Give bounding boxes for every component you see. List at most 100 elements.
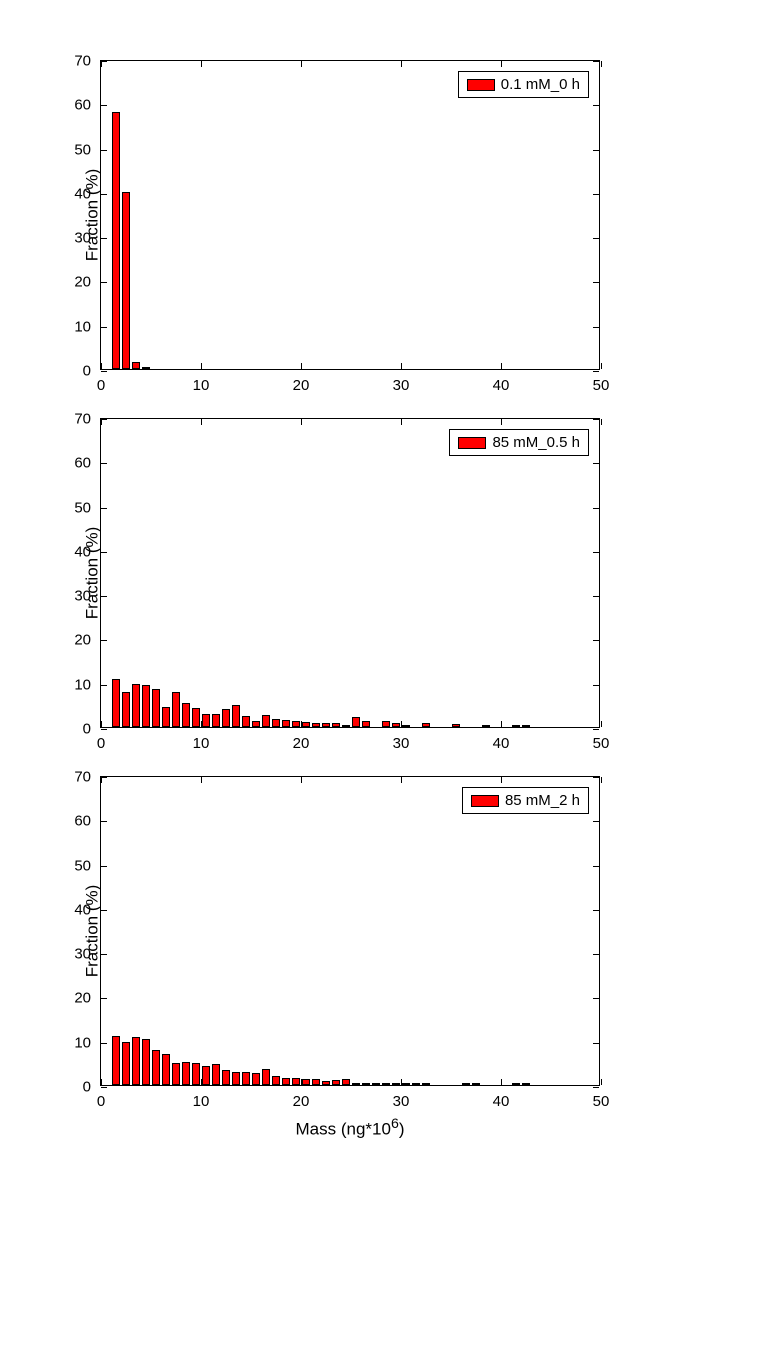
histogram-bar <box>312 1079 321 1085</box>
legend-label: 85 mM_0.5 h <box>492 434 580 451</box>
histogram-bar <box>112 1036 121 1085</box>
plot-area: 01020304050010203040506070Fraction (%)85… <box>100 418 600 728</box>
y-tick-label: 70 <box>74 411 101 428</box>
histogram-bar <box>362 1083 371 1085</box>
y-tick-label: 20 <box>74 990 101 1007</box>
histogram-bar <box>152 1050 161 1085</box>
x-tick-label: 40 <box>493 1085 510 1110</box>
histogram-bar <box>262 715 271 727</box>
y-tick-label: 50 <box>74 857 101 874</box>
histogram-bar <box>412 1083 421 1085</box>
x-tick-label: 20 <box>293 727 310 752</box>
histogram-bar <box>322 1081 331 1085</box>
histogram-bar <box>232 705 241 727</box>
histogram-bar <box>512 1083 521 1085</box>
y-tick-label: 50 <box>74 499 101 516</box>
histogram-bar <box>242 716 251 727</box>
histogram-bar <box>472 1083 481 1085</box>
y-tick-label: 60 <box>74 813 101 830</box>
histogram-bar <box>322 723 331 727</box>
y-tick-label: 0 <box>83 1079 101 1096</box>
histogram-bar <box>212 714 221 727</box>
x-tick-label: 10 <box>193 1085 210 1110</box>
histogram-bar <box>482 725 491 727</box>
histogram-bar <box>132 1037 141 1085</box>
x-tick-label: 50 <box>593 1085 610 1110</box>
histogram-bar <box>132 362 141 369</box>
x-tick-label: 30 <box>393 369 410 394</box>
histogram-bar <box>162 1054 171 1085</box>
histogram-bar <box>362 721 371 727</box>
histogram-bar <box>222 1070 231 1086</box>
histogram-bar <box>112 679 121 727</box>
x-axis-label: Mass (ng*106) <box>100 1086 600 1140</box>
histogram-bar <box>142 1039 151 1086</box>
histogram-bar <box>162 707 171 727</box>
histogram-bar <box>312 723 321 727</box>
x-tick-label: 40 <box>493 369 510 394</box>
histogram-bar <box>122 192 131 369</box>
y-tick-label: 20 <box>74 274 101 291</box>
histogram-bar <box>142 367 151 369</box>
histogram-bar <box>272 1076 281 1085</box>
y-tick-label: 10 <box>74 318 101 335</box>
histogram-bar <box>202 714 211 727</box>
histogram-bar <box>192 1063 201 1085</box>
histogram-bar <box>122 1042 131 1085</box>
histogram-bar <box>202 1066 211 1085</box>
y-tick-label: 70 <box>74 769 101 786</box>
histogram-bar <box>332 723 341 727</box>
histogram-bar <box>182 703 191 727</box>
histogram-bar <box>222 709 231 727</box>
histogram-bar <box>152 689 161 727</box>
histogram-bar <box>252 1073 261 1085</box>
histogram-bar <box>342 725 351 727</box>
histogram-bar <box>382 1083 391 1085</box>
histogram-figure: 0 10 20 30 40 50 0 10 20 30 40 50 60 70 Fraction (%) 0.… <box>0 0 768 1228</box>
legend-label: 0.1 mM_0 h <box>501 76 580 93</box>
y-axis-label: Fraction (%) <box>82 885 102 978</box>
legend-swatch <box>467 79 495 91</box>
histogram-bar <box>332 1080 341 1085</box>
legend-swatch <box>471 795 499 807</box>
histogram-bar <box>462 1083 471 1085</box>
histogram-bar <box>192 708 201 727</box>
histogram-bar <box>292 1078 301 1085</box>
y-tick-label: 0 <box>83 721 101 738</box>
x-tick-label: 20 <box>293 369 310 394</box>
histogram-bar <box>342 1079 351 1085</box>
legend: 85 mM_2 h <box>462 787 589 814</box>
histogram-bar <box>372 1083 381 1085</box>
histogram-bar <box>232 1072 241 1085</box>
legend: 0.1 mM_0 h <box>458 71 589 98</box>
histogram-bar <box>422 1083 431 1085</box>
x-tick-label: 10 <box>193 369 210 394</box>
histogram-bar <box>512 725 521 727</box>
x-tick-label: 10 <box>193 727 210 752</box>
histogram-bar <box>252 721 261 727</box>
histogram-bar <box>452 724 461 727</box>
histogram-bar <box>142 685 151 728</box>
y-tick-label: 20 <box>74 632 101 649</box>
x-tick-label: 50 <box>593 727 610 752</box>
histogram-bar <box>272 719 281 727</box>
legend-label: 85 mM_2 h <box>505 792 580 809</box>
x-tick-label: 30 <box>393 1085 410 1110</box>
histogram-bar <box>132 684 141 727</box>
y-tick-label: 60 <box>74 97 101 114</box>
legend: 85 mM_0.5 h <box>449 429 589 456</box>
chart-panel: 01020304050010203040506070Fraction (%)85… <box>100 776 668 1140</box>
plot-area: 01020304050010203040506070Fraction (%)0.… <box>100 60 600 370</box>
histogram-bar <box>182 1062 191 1085</box>
y-tick-label: 10 <box>74 1034 101 1051</box>
histogram-bar <box>352 1083 361 1085</box>
x-tick-label: 50 <box>593 369 610 394</box>
x-tick-label: 20 <box>293 1085 310 1110</box>
histogram-bar <box>172 692 181 727</box>
histogram-bar <box>112 112 121 369</box>
y-tick-label: 50 <box>74 141 101 158</box>
histogram-bar <box>212 1064 221 1085</box>
histogram-bar <box>522 725 531 727</box>
y-tick-label: 10 <box>74 676 101 693</box>
y-tick-label: 60 <box>74 455 101 472</box>
